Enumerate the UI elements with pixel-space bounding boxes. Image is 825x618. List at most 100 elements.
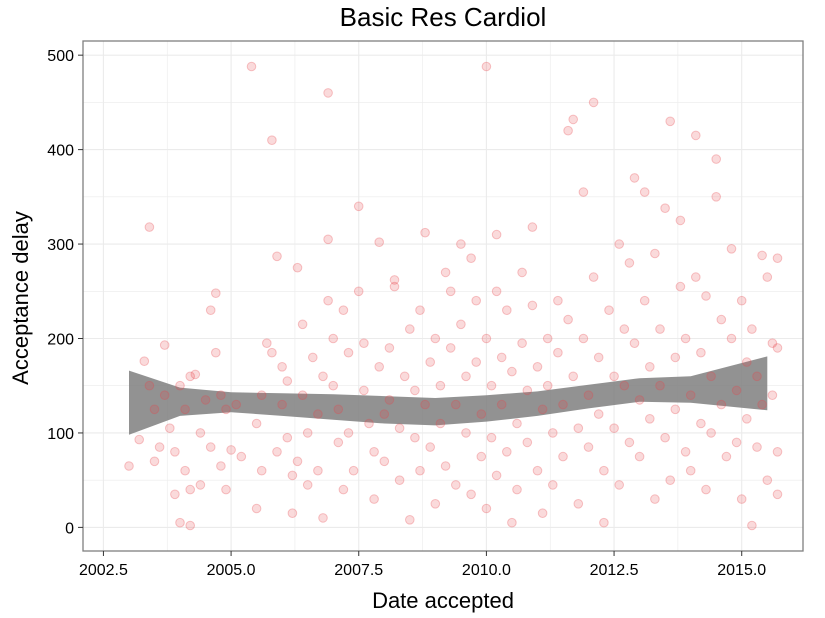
data-point bbox=[675, 281, 686, 292]
data-point bbox=[328, 380, 339, 391]
data-point bbox=[639, 187, 650, 197]
data-point bbox=[491, 470, 502, 481]
data-point bbox=[537, 508, 548, 519]
data-point bbox=[216, 461, 226, 471]
data-point bbox=[517, 338, 527, 349]
data-point bbox=[757, 399, 767, 410]
data-point bbox=[180, 465, 190, 476]
data-point bbox=[420, 399, 430, 410]
data-point bbox=[211, 347, 221, 358]
data-point bbox=[496, 352, 507, 363]
data-point bbox=[747, 324, 757, 334]
data-point bbox=[619, 380, 630, 391]
y-tick-label-4: 400 bbox=[47, 143, 74, 160]
data-point bbox=[604, 305, 614, 316]
data-point bbox=[532, 362, 543, 372]
data-point bbox=[313, 465, 323, 476]
data-point bbox=[578, 333, 589, 344]
data-point bbox=[185, 520, 195, 531]
data-point bbox=[430, 333, 441, 344]
data-point bbox=[364, 418, 374, 429]
data-point bbox=[405, 515, 415, 525]
data-point bbox=[502, 447, 512, 457]
data-point bbox=[369, 494, 379, 504]
data-point bbox=[476, 451, 487, 462]
data-point bbox=[323, 88, 333, 98]
data-point bbox=[568, 371, 579, 382]
data-point bbox=[328, 333, 339, 344]
data-point bbox=[292, 262, 303, 273]
data-point bbox=[287, 470, 298, 481]
data-point bbox=[302, 428, 313, 438]
x-axis: 2002.5 2005.0 2007.5 2010.0 2012.5 2015.0 bbox=[79, 551, 766, 579]
data-point bbox=[149, 456, 160, 467]
data-point bbox=[706, 428, 716, 438]
data-point bbox=[491, 229, 502, 240]
data-point bbox=[149, 404, 160, 415]
data-point bbox=[175, 517, 185, 528]
data-point bbox=[558, 399, 568, 410]
y-tick-label-2: 200 bbox=[47, 332, 74, 349]
data-point bbox=[721, 451, 732, 462]
data-point bbox=[527, 300, 538, 311]
data-point bbox=[282, 432, 293, 443]
data-point bbox=[527, 222, 538, 232]
data-point bbox=[680, 333, 691, 344]
data-point bbox=[711, 154, 722, 164]
data-point bbox=[333, 437, 344, 448]
data-point bbox=[568, 114, 579, 125]
data-point bbox=[461, 428, 471, 438]
data-point bbox=[558, 451, 568, 462]
x-tick-label-3: 2010.0 bbox=[462, 562, 511, 579]
data-point bbox=[221, 484, 231, 495]
data-point bbox=[471, 357, 482, 367]
data-point bbox=[430, 499, 441, 509]
data-point bbox=[624, 258, 635, 268]
data-point bbox=[736, 295, 747, 306]
data-point bbox=[563, 125, 573, 136]
data-point bbox=[415, 465, 425, 476]
data-point bbox=[451, 480, 461, 490]
data-point bbox=[323, 295, 333, 306]
x-tick-label-0: 2002.5 bbox=[79, 562, 128, 579]
data-point bbox=[512, 484, 522, 495]
data-point bbox=[772, 253, 783, 264]
data-point bbox=[537, 404, 548, 415]
data-point bbox=[451, 399, 461, 410]
data-point bbox=[772, 447, 783, 457]
data-point bbox=[456, 239, 466, 249]
data-point bbox=[384, 395, 395, 405]
data-point bbox=[440, 461, 451, 471]
data-point bbox=[588, 272, 599, 282]
data-point bbox=[742, 414, 752, 424]
data-point bbox=[675, 215, 686, 226]
data-point bbox=[399, 371, 410, 382]
data-point bbox=[542, 333, 553, 344]
data-point bbox=[190, 369, 201, 380]
data-point bbox=[144, 380, 155, 391]
data-point bbox=[369, 447, 379, 457]
data-point bbox=[124, 461, 134, 471]
data-point bbox=[726, 333, 737, 344]
data-point bbox=[486, 432, 497, 443]
data-point bbox=[292, 456, 303, 467]
data-point bbox=[323, 234, 333, 245]
data-point bbox=[165, 423, 175, 434]
data-point bbox=[302, 480, 313, 490]
data-point bbox=[394, 475, 405, 486]
data-point bbox=[262, 338, 272, 349]
data-point bbox=[491, 286, 502, 297]
data-points-layer bbox=[124, 61, 783, 531]
data-point bbox=[318, 371, 328, 382]
smooth-band-layer bbox=[129, 356, 768, 435]
data-point bbox=[711, 192, 722, 202]
data-point bbox=[205, 442, 216, 452]
data-point bbox=[706, 371, 716, 382]
data-point bbox=[731, 437, 742, 448]
data-point bbox=[236, 451, 247, 462]
data-point bbox=[507, 517, 517, 528]
data-point bbox=[466, 489, 476, 500]
data-point bbox=[170, 447, 180, 457]
data-point bbox=[752, 371, 762, 382]
